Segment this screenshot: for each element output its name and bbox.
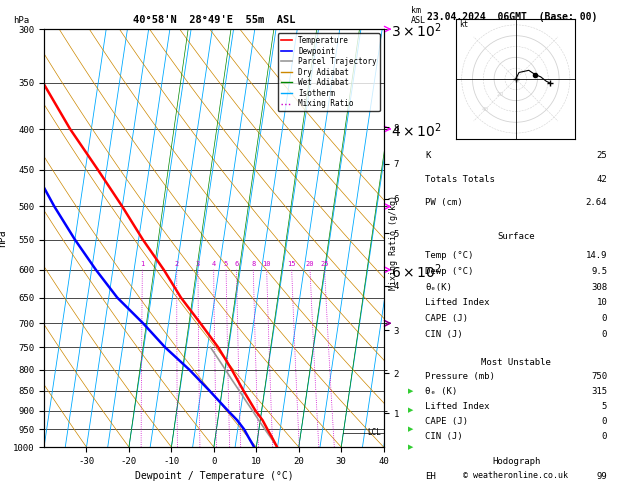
Text: 0: 0: [602, 417, 607, 426]
Text: Mixing Ratio (g/kg): Mixing Ratio (g/kg): [389, 195, 398, 291]
X-axis label: Dewpoint / Temperature (°C): Dewpoint / Temperature (°C): [135, 471, 293, 482]
Text: 750: 750: [591, 372, 607, 382]
Legend: Temperature, Dewpoint, Parcel Trajectory, Dry Adiabat, Wet Adiabat, Isotherm, Mi: Temperature, Dewpoint, Parcel Trajectory…: [277, 33, 380, 111]
Text: 40: 40: [482, 107, 489, 112]
Text: hPa: hPa: [13, 16, 30, 25]
Text: 3: 3: [196, 261, 200, 267]
Text: 9.5: 9.5: [591, 267, 607, 276]
Text: Lifted Index: Lifted Index: [425, 402, 489, 411]
Text: θₑ(K): θₑ(K): [425, 282, 452, 292]
Text: 10: 10: [596, 298, 607, 308]
Text: 5: 5: [224, 261, 228, 267]
Text: 20: 20: [306, 261, 314, 267]
Text: Temp (°C): Temp (°C): [425, 251, 474, 260]
Text: Hodograph: Hodograph: [492, 457, 540, 467]
Text: 2.64: 2.64: [586, 198, 607, 208]
Text: 25: 25: [596, 152, 607, 160]
Text: 315: 315: [591, 387, 607, 396]
Text: 1: 1: [140, 261, 145, 267]
Text: CIN (J): CIN (J): [425, 432, 462, 441]
Text: ▶: ▶: [408, 444, 413, 450]
Text: © weatheronline.co.uk: © weatheronline.co.uk: [464, 471, 568, 480]
Text: PW (cm): PW (cm): [425, 198, 462, 208]
Text: kt: kt: [460, 20, 469, 29]
Text: 25: 25: [320, 261, 328, 267]
Text: Dewp (°C): Dewp (°C): [425, 267, 474, 276]
Text: 6: 6: [234, 261, 238, 267]
Y-axis label: hPa: hPa: [0, 229, 8, 247]
Text: 99: 99: [596, 472, 607, 481]
Text: 5: 5: [602, 402, 607, 411]
Text: CAPE (J): CAPE (J): [425, 314, 468, 323]
Text: 0: 0: [602, 432, 607, 441]
Text: 0: 0: [602, 330, 607, 339]
Text: 10: 10: [262, 261, 270, 267]
Text: θₑ (K): θₑ (K): [425, 387, 457, 396]
Text: ▶: ▶: [408, 388, 413, 394]
Text: 40°58'N  28°49'E  55m  ASL: 40°58'N 28°49'E 55m ASL: [133, 15, 295, 25]
Text: ▶: ▶: [408, 426, 413, 433]
Text: 15: 15: [287, 261, 296, 267]
Text: 4: 4: [211, 261, 216, 267]
Text: 0: 0: [602, 314, 607, 323]
Text: 23.04.2024  06GMT  (Base: 00): 23.04.2024 06GMT (Base: 00): [428, 12, 598, 22]
Text: ▶: ▶: [408, 408, 413, 414]
Text: Totals Totals: Totals Totals: [425, 175, 495, 184]
Text: CIN (J): CIN (J): [425, 330, 462, 339]
Text: CAPE (J): CAPE (J): [425, 417, 468, 426]
Text: 42: 42: [596, 175, 607, 184]
Text: Pressure (mb): Pressure (mb): [425, 372, 495, 382]
Text: EH: EH: [425, 472, 436, 481]
Text: 2: 2: [175, 261, 179, 267]
Text: 14.9: 14.9: [586, 251, 607, 260]
Text: 20: 20: [497, 92, 504, 97]
Text: LCL: LCL: [368, 429, 382, 437]
Text: km
ASL: km ASL: [411, 5, 426, 25]
Text: Lifted Index: Lifted Index: [425, 298, 489, 308]
Text: Most Unstable: Most Unstable: [481, 358, 551, 367]
Text: Surface: Surface: [498, 232, 535, 241]
Text: K: K: [425, 152, 430, 160]
Text: 8: 8: [251, 261, 255, 267]
Text: 308: 308: [591, 282, 607, 292]
